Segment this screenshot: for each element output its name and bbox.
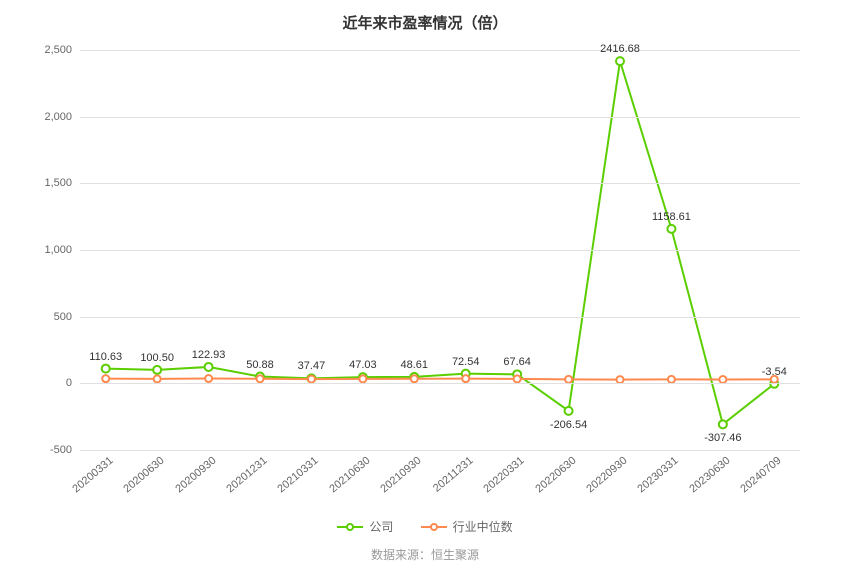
source-note: 数据来源：恒生聚源 — [0, 546, 850, 563]
data-label: 37.47 — [298, 360, 326, 372]
y-tick-label: 1,000 — [44, 244, 80, 256]
y-tick-label: 2,500 — [44, 44, 80, 56]
data-label: 72.54 — [452, 356, 480, 368]
data-point[interactable] — [411, 375, 418, 382]
legend-marker-company — [337, 522, 363, 532]
y-tick-label: 0 — [66, 377, 80, 389]
grid-line — [80, 317, 800, 318]
x-tick-label: 20201231 — [220, 450, 269, 495]
data-label: -3.54 — [762, 366, 787, 378]
source-value: 恒生聚源 — [431, 548, 479, 562]
data-point[interactable] — [102, 365, 110, 373]
grid-line — [80, 250, 800, 251]
source-prefix: 数据来源： — [371, 548, 431, 562]
legend-marker-industry-median — [421, 522, 447, 532]
data-point[interactable] — [514, 375, 521, 382]
data-point[interactable] — [668, 376, 675, 383]
data-point[interactable] — [257, 375, 264, 382]
data-point[interactable] — [154, 375, 161, 382]
grid-line — [80, 117, 800, 118]
legend-item-industry-median[interactable]: 行业中位数 — [421, 518, 513, 535]
y-tick-label: 2,000 — [44, 111, 80, 123]
data-label: -307.46 — [704, 432, 741, 444]
data-point[interactable] — [616, 57, 624, 65]
data-label: 1158.61 — [652, 211, 691, 223]
y-tick-label: -500 — [50, 444, 80, 456]
data-point[interactable] — [719, 420, 727, 428]
x-tick-label: 20230331 — [632, 450, 681, 495]
data-point[interactable] — [359, 375, 366, 382]
data-label: 50.88 — [246, 359, 274, 371]
data-label: -206.54 — [550, 419, 587, 431]
data-label: 122.93 — [192, 349, 226, 361]
plot-area: -50005001,0001,5002,0002,500202003312020… — [80, 50, 800, 450]
y-tick-label: 1,500 — [44, 177, 80, 189]
data-point[interactable] — [308, 376, 315, 383]
data-point[interactable] — [102, 375, 109, 382]
x-tick-label: 20200331 — [66, 450, 115, 495]
data-point[interactable] — [565, 407, 573, 415]
data-label: 100.50 — [140, 352, 174, 364]
data-label: 47.03 — [349, 359, 377, 371]
x-tick-label: 20220331 — [478, 450, 527, 495]
data-point[interactable] — [205, 375, 212, 382]
data-point[interactable] — [565, 376, 572, 383]
data-point[interactable] — [719, 376, 726, 383]
x-tick-label: 20230630 — [683, 450, 732, 495]
chart-legend: 公司 行业中位数 — [0, 518, 850, 535]
legend-item-company[interactable]: 公司 — [337, 518, 393, 535]
pe-ratio-chart: 近年来市盈率情况（倍） -50005001,0001,5002,0002,500… — [0, 0, 850, 575]
grid-line — [80, 183, 800, 184]
data-label: 67.64 — [503, 356, 531, 368]
data-point[interactable] — [462, 375, 469, 382]
x-tick-label: 20211231 — [427, 450, 475, 495]
x-tick-label: 20210630 — [323, 450, 372, 495]
data-label: 2416.68 — [600, 43, 640, 55]
grid-line — [80, 383, 800, 384]
grid-line — [80, 50, 800, 51]
x-tick-label: 20220630 — [529, 450, 578, 495]
data-label: 110.63 — [89, 351, 122, 363]
legend-label-industry-median: 行业中位数 — [453, 518, 513, 535]
y-tick-label: 500 — [54, 311, 80, 323]
x-tick-label: 20210930 — [375, 450, 424, 495]
data-point[interactable] — [667, 225, 675, 233]
data-label: 48.61 — [401, 359, 429, 371]
data-point[interactable] — [153, 366, 161, 374]
chart-title: 近年来市盈率情况（倍） — [0, 0, 850, 33]
x-tick-label: 20200930 — [169, 450, 218, 495]
legend-label-company: 公司 — [369, 518, 393, 535]
data-point[interactable] — [205, 363, 213, 371]
x-tick-label: 20200630 — [118, 450, 167, 495]
grid-line — [80, 450, 800, 451]
x-tick-label: 20240709 — [735, 450, 784, 495]
x-tick-label: 20220930 — [580, 450, 629, 495]
x-tick-label: 20210331 — [272, 450, 321, 495]
data-point[interactable] — [617, 376, 624, 383]
